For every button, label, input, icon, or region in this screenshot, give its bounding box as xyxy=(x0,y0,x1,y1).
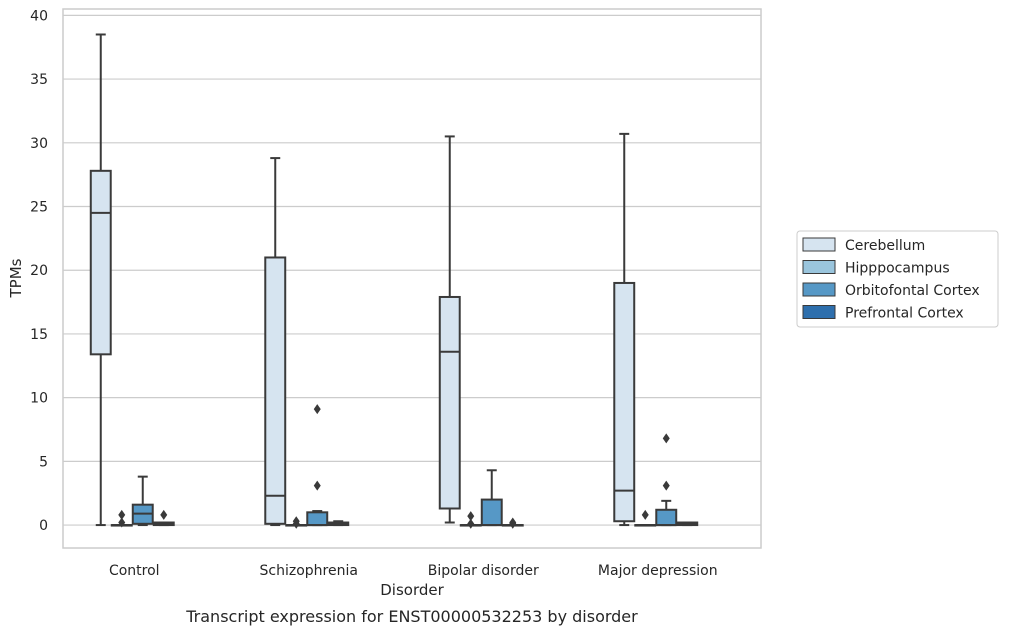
x-tick-labels: Control Schizophrenia Bipolar disorder Majo… xyxy=(109,563,718,579)
y-tick-label: 10 xyxy=(30,391,48,407)
box-cerebellum-control xyxy=(89,33,112,527)
plot-frame xyxy=(62,8,762,549)
y-tick-label: 25 xyxy=(30,200,48,216)
x-tick-label: Major depression xyxy=(598,563,718,579)
outlier-point xyxy=(662,480,670,491)
iqr-box xyxy=(438,295,461,510)
legend-label: Orbitofontal Cortex xyxy=(845,283,980,299)
outlier-point xyxy=(118,509,126,520)
y-tick-labels: 0 5 10 15 20 25 30 35 40 xyxy=(30,8,48,534)
outlier-point xyxy=(509,517,517,528)
legend-label: Hipppocampus xyxy=(845,261,950,277)
outlier-point xyxy=(292,516,300,527)
box-cerebellum-major-depression xyxy=(613,132,636,527)
x-tick-label: Bipolar disorder xyxy=(428,563,539,579)
y-tick-label: 30 xyxy=(30,136,48,152)
box-prefrontal-cortex-major-depression xyxy=(676,521,699,527)
legend-swatch xyxy=(802,237,836,252)
legend-frame xyxy=(796,230,999,328)
y-tick-label: 15 xyxy=(30,327,48,343)
y-tick-label: 20 xyxy=(30,263,48,279)
iqr-box xyxy=(89,169,112,356)
iqr-box xyxy=(655,508,678,527)
iqr-box xyxy=(264,256,287,525)
chart-caption: Transcript expression for ENST0000053225… xyxy=(185,607,638,626)
box-cerebellum-bipolar-disorder xyxy=(438,135,461,524)
y-axis-title: TPMs xyxy=(7,258,25,298)
box-orbitofontal-cortex-bipolar-disorder xyxy=(480,469,503,527)
box-prefrontal-cortex-schizophrenia xyxy=(327,520,350,527)
outlier-point xyxy=(662,433,670,444)
box-prefrontal-cortex-control xyxy=(152,509,175,527)
box-hipppocampus-bipolar-disorder xyxy=(459,511,482,529)
outlier-point xyxy=(467,518,475,529)
legend-label: Prefrontal Cortex xyxy=(845,306,964,322)
grid-lines xyxy=(63,14,761,526)
box-prefrontal-cortex-bipolar-disorder xyxy=(501,517,524,529)
y-tick-label: 35 xyxy=(30,72,48,88)
box-hipppocampus-control xyxy=(110,509,133,528)
legend-swatch xyxy=(802,282,836,297)
outlier-point xyxy=(118,517,126,528)
y-tick-label: 0 xyxy=(39,518,48,534)
outlier-point xyxy=(313,480,321,491)
outlier-point xyxy=(313,404,321,415)
iqr-box xyxy=(480,498,503,527)
y-tick-label: 5 xyxy=(39,454,48,470)
iqr-box xyxy=(613,281,636,523)
outlier-point xyxy=(641,509,649,520)
boxes xyxy=(89,33,699,529)
y-tick-label: 40 xyxy=(30,8,48,24)
legend: Cerebellum Hipppocampus Orbitofontal Corte… xyxy=(796,230,999,328)
legend-swatch xyxy=(802,305,836,319)
x-tick-label: Control xyxy=(109,563,160,579)
legend-label: Cerebellum xyxy=(845,238,925,254)
box-cerebellum-schizophrenia xyxy=(264,157,287,527)
x-tick-label: Schizophrenia xyxy=(260,563,358,579)
outlier-point xyxy=(467,511,475,522)
legend-swatch xyxy=(802,260,836,274)
x-axis-title: Disorder xyxy=(380,581,444,599)
box-orbitofontal-cortex-schizophrenia xyxy=(306,404,329,527)
outlier-point xyxy=(160,509,168,520)
box-hipppocampus-major-depression xyxy=(634,509,657,527)
box-orbitofontal-cortex-control xyxy=(131,475,154,527)
box-hipppocampus-schizophrenia xyxy=(285,516,308,529)
box-orbitofontal-cortex-major-depression xyxy=(655,433,678,527)
iqr-box xyxy=(306,511,329,527)
